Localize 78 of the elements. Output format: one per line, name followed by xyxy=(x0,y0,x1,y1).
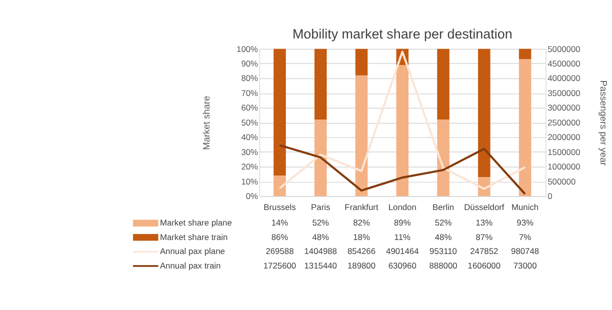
data-label: 7% xyxy=(518,232,532,242)
data-label: 87% xyxy=(476,232,494,242)
y-tick-label: 30% xyxy=(241,146,259,157)
data-label: 13% xyxy=(476,218,494,228)
data-label: 73000 xyxy=(513,260,538,271)
data-label: 1315440 xyxy=(304,260,338,271)
data-label: 630960 xyxy=(388,260,417,271)
data-label: 1606000 xyxy=(468,260,501,271)
data-label: 89% xyxy=(394,218,412,228)
data-label: 980748 xyxy=(511,246,540,256)
x-tick-label: Düsseldorf xyxy=(464,202,505,212)
bar xyxy=(437,48,450,120)
y-tick-label: 90% xyxy=(241,58,259,68)
bar xyxy=(274,176,286,196)
bar xyxy=(518,48,532,60)
y-tick-label: 80% xyxy=(241,73,259,84)
y-tick-label: 70% xyxy=(241,88,259,98)
y2-tick-label: 0 xyxy=(548,191,553,202)
data-label: 52% xyxy=(312,218,330,228)
chart-title: Mobility market share per destination xyxy=(292,26,512,42)
data-label: 1725600 xyxy=(263,260,296,271)
data-label: 48% xyxy=(312,232,330,242)
bar xyxy=(274,48,286,176)
bar xyxy=(355,48,368,76)
y-tick-label: 0% xyxy=(246,191,259,202)
y2-tick-label: 5000000 xyxy=(548,44,581,54)
data-label: 52% xyxy=(434,218,452,228)
line-series xyxy=(278,144,526,196)
y2-tick-label: 500000 xyxy=(548,176,576,186)
y2-tick-label: 1500000 xyxy=(548,146,581,157)
data-label: 953110 xyxy=(430,246,458,256)
x-tick-label: Paris xyxy=(311,202,330,212)
x-tick-label: Berlin xyxy=(432,202,454,212)
y2-tick-label: 2500000 xyxy=(548,117,581,128)
data-label: 4901464 xyxy=(386,246,420,256)
y-tick-label: 100% xyxy=(236,44,259,54)
data-label: 18% xyxy=(353,232,370,242)
data-label: 86% xyxy=(271,232,289,242)
bar xyxy=(437,120,450,196)
y2-tick-label: 2000000 xyxy=(548,132,581,142)
y2-tick-label: 3500000 xyxy=(548,88,581,98)
y-tick-label: 50% xyxy=(241,117,259,128)
y2-tick-label: 1000000 xyxy=(548,162,581,172)
x-tick-label: Brussels xyxy=(264,202,296,212)
x-tick-label: Munich xyxy=(512,202,539,212)
data-label: 82% xyxy=(353,218,370,228)
x-tick-label: London xyxy=(388,202,417,212)
bar xyxy=(396,65,409,196)
line-series xyxy=(278,50,526,190)
bar xyxy=(355,75,368,196)
y2-axis-title: Passengers per year xyxy=(598,80,609,166)
legend-label: Market share train xyxy=(160,232,228,242)
y-tick-label: 20% xyxy=(241,162,259,172)
y-tick-label: 60% xyxy=(241,102,259,113)
legend-label: Annual pax train xyxy=(160,260,222,271)
data-label: 269588 xyxy=(266,246,294,256)
bar xyxy=(314,120,327,196)
data-label: 1404988 xyxy=(304,246,338,256)
y-tick-label: 10% xyxy=(241,176,259,186)
data-label: 854266 xyxy=(347,246,376,256)
data-label: 93% xyxy=(516,218,534,228)
data-label: 48% xyxy=(434,232,452,242)
data-label: 14% xyxy=(271,218,289,228)
data-label: 189800 xyxy=(347,260,376,271)
y2-tick-label: 4000000 xyxy=(548,73,581,84)
y2-tick-label: 3000000 xyxy=(548,102,581,113)
y-tick-label: 40% xyxy=(241,132,259,142)
y-axis-title: Market share xyxy=(202,96,212,150)
x-tick-label: Frankfurt xyxy=(344,202,379,212)
y2-tick-label: 4500000 xyxy=(548,58,581,68)
data-label: 247852 xyxy=(470,246,499,256)
data-label: 11% xyxy=(394,232,412,242)
bar xyxy=(518,59,532,196)
legend-label: Annual pax plane xyxy=(160,246,226,256)
bar xyxy=(314,48,327,120)
data-label: 888000 xyxy=(429,260,458,271)
bar xyxy=(478,48,490,177)
legend-label: Market share plane xyxy=(160,218,232,228)
